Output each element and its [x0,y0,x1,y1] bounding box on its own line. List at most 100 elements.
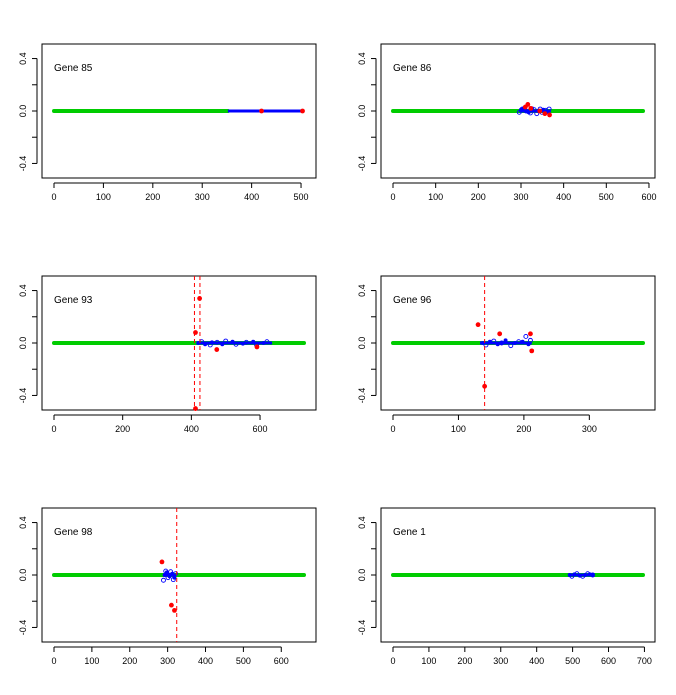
y-tick-label: -0.4 [18,388,28,404]
panel-title: Gene 85 [54,63,93,74]
blue-point [512,341,517,345]
blue-point [487,339,492,344]
chart-panel-1: Gene 85 0 100 200 300 400 500 -0.4 0.0 0.4 [18,43,317,202]
x-tick-label: 100 [451,424,466,434]
blue-point [495,342,500,347]
y-tick-label: -0.4 [357,388,367,404]
x-tick-label: 200 [115,424,130,434]
y-tick-label: 0.4 [18,516,28,529]
x-tick-label: 300 [160,656,175,666]
x-tick-label: 400 [529,656,544,666]
red-point [525,102,531,107]
red-point [300,108,305,114]
blue-point [541,107,546,112]
blue-open-point [499,340,505,346]
y-tick-label: -0.4 [357,156,367,172]
x-tick-label: 500 [294,192,309,202]
x-tick-label: 100 [96,192,111,202]
x-tick-label: 600 [274,656,289,666]
x-tick-label: 400 [198,656,213,666]
x-tick-label: 300 [513,192,528,202]
panel-title: Gene 93 [54,295,93,306]
blue-point [251,339,256,344]
x-tick-label: 0 [390,192,395,202]
y-tick-label: 0.0 [357,337,367,350]
x-tick-label: 600 [641,192,656,202]
y-tick-label: 0.0 [18,337,28,350]
x-tick-label: 700 [637,656,652,666]
x-tick-label: 400 [556,192,571,202]
red-point [254,344,260,350]
y-tick-label: 0.4 [357,52,367,65]
x-tick-label: 500 [565,656,580,666]
blue-open-point [223,338,229,344]
blue-point [164,570,169,575]
y-tick-label: 0.0 [357,569,367,582]
x-tick-label: 300 [195,192,210,202]
blue-open-point [161,577,166,583]
y-tick-label: 0.4 [357,284,367,297]
x-tick-label: 400 [184,424,199,434]
blue-point [170,571,175,576]
y-tick-label: 0.0 [18,569,28,582]
red-point [528,105,534,111]
y-tick-label: 0.4 [18,52,28,65]
x-tick-label: 400 [244,192,259,202]
x-tick-label: 600 [253,424,268,434]
blue-point [526,110,531,115]
panel-title: Gene 98 [54,527,93,538]
blue-point [172,575,177,580]
x-tick-label: 200 [145,192,160,202]
x-tick-label: 200 [471,192,486,202]
blue-open-point [233,341,239,347]
blue-open-point [214,339,220,345]
x-tick-label: 300 [582,424,597,434]
blue-point [567,573,572,577]
x-tick-label: 100 [421,656,436,666]
plot-frame [380,275,656,411]
x-tick-label: 0 [51,192,56,202]
x-tick-label: 0 [390,424,395,434]
blue-point [480,341,485,345]
y-tick-label: 0.4 [357,516,367,529]
chart-panel-2: Gene 86 0 100 200 300 400 500 600 -0.4 0.0 0.4 [357,43,656,202]
blue-point [583,573,588,577]
blue-point [167,574,172,579]
x-tick-label: 200 [516,424,531,434]
chart-panel-5: Gene 98 0 100 200 300 400 500 600 -0.4 0.0 0.4 [18,507,317,666]
red-point [259,108,264,114]
blue-open-point [491,338,497,344]
blue-point [577,573,582,578]
red-point [537,108,543,114]
blue-point [162,573,167,577]
blue-open-point [523,333,529,339]
plot-frame [380,43,656,179]
blue-point [196,341,201,345]
red-point [497,331,503,337]
blue-point [220,342,225,347]
y-tick-label: 0.4 [18,284,28,297]
panel-title: Gene 1 [393,527,426,538]
x-tick-label: 100 [84,656,99,666]
blue-point [261,341,266,345]
x-tick-label: 0 [51,424,56,434]
red-point [172,608,177,613]
blue-point [203,342,208,347]
x-tick-label: 500 [599,192,614,202]
blue-open-point [508,343,514,349]
blue-point [526,342,531,347]
blue-point [520,339,525,344]
plot-frame [41,43,317,179]
red-point [482,383,488,389]
y-tick-label: -0.4 [18,620,28,636]
red-point [528,331,533,337]
blue-point [240,341,245,346]
blue-open-point [527,337,533,343]
blue-point [503,338,508,343]
y-tick-label: -0.4 [357,620,367,636]
panel-title: Gene 96 [393,295,432,306]
chart-panel-3: Gene 93 0 200 400 600 -0.4 0.0 0.4 [18,275,317,434]
x-tick-label: 500 [236,656,251,666]
red-point [475,322,481,328]
